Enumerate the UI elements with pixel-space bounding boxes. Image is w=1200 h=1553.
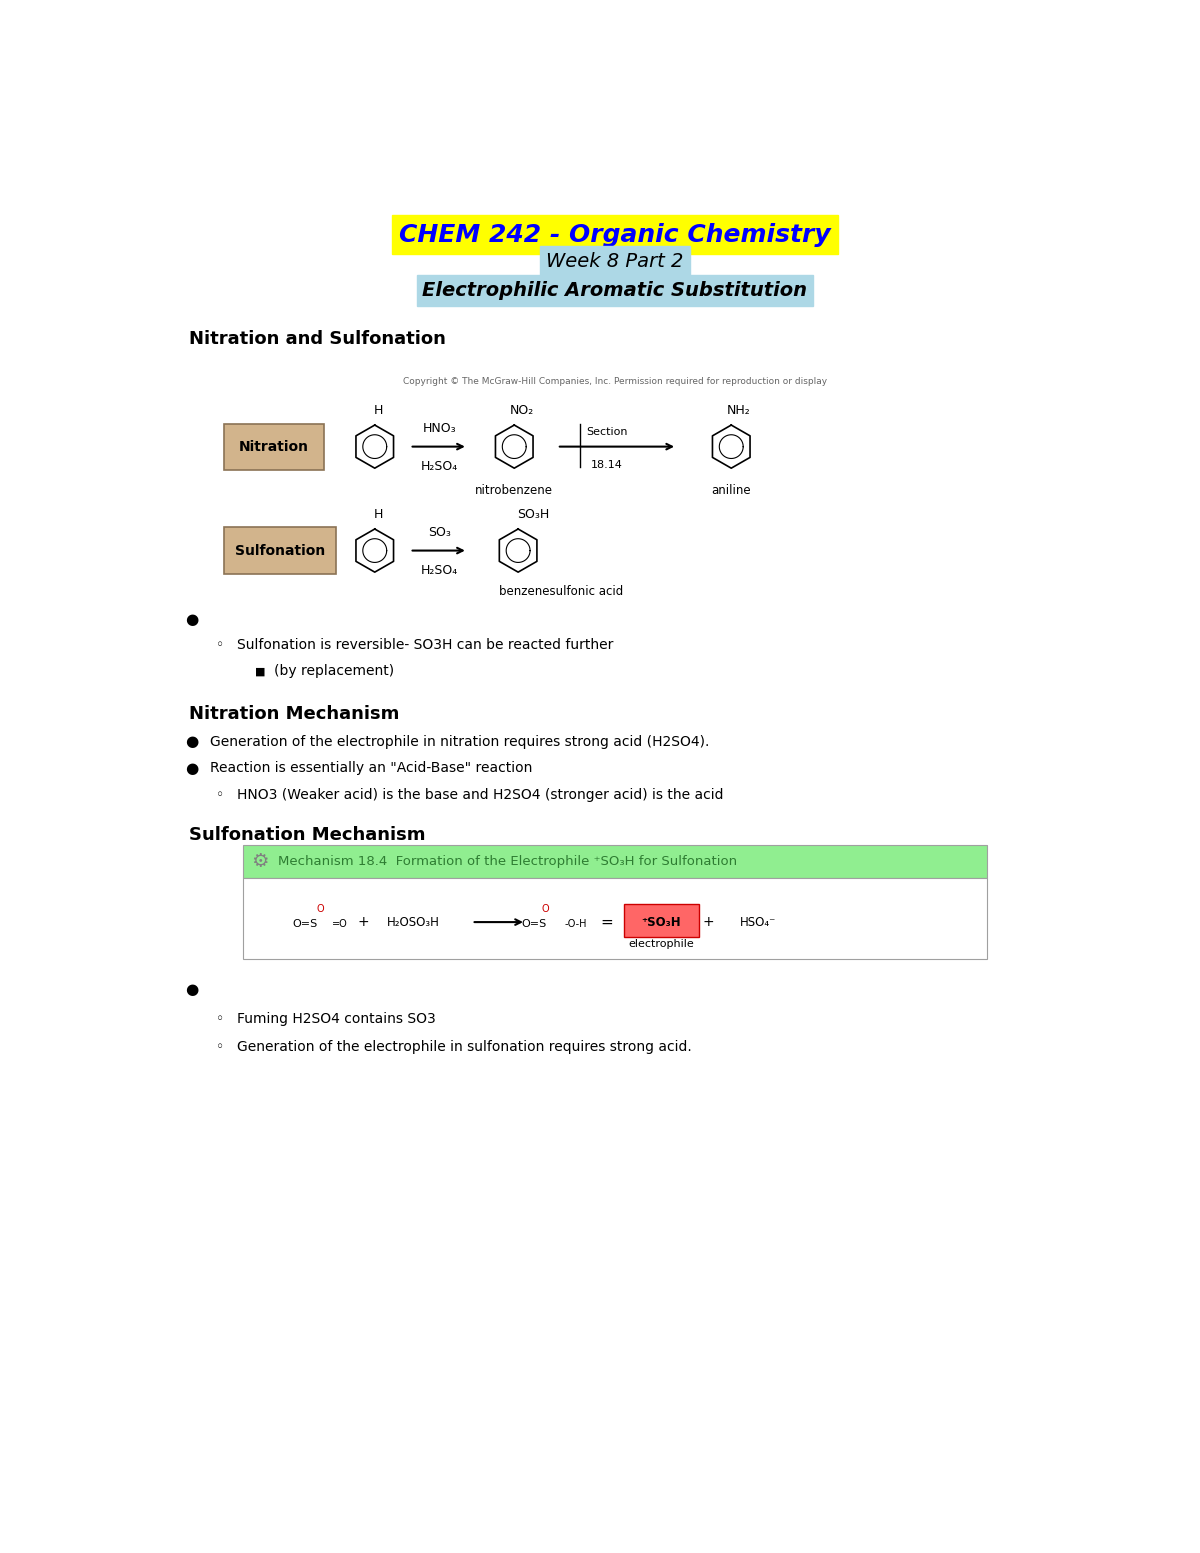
Text: Reaction is essentially an "Acid-Base" reaction: Reaction is essentially an "Acid-Base" r… — [210, 761, 533, 775]
Text: O=S: O=S — [521, 919, 546, 929]
Text: ◦: ◦ — [216, 1041, 224, 1054]
Text: H₂SO₄: H₂SO₄ — [420, 564, 457, 576]
Text: Nitration Mechanism: Nitration Mechanism — [188, 705, 400, 722]
Text: ■: ■ — [254, 666, 265, 677]
Text: Copyright © The McGraw-Hill Companies, Inc. Permission required for reproduction: Copyright © The McGraw-Hill Companies, I… — [418, 845, 812, 854]
Text: ●: ● — [185, 981, 198, 997]
FancyBboxPatch shape — [242, 845, 986, 877]
Text: SO₃H: SO₃H — [517, 508, 550, 522]
Text: ●: ● — [185, 735, 198, 749]
Text: =O: =O — [332, 919, 348, 929]
Text: H₂OSO₃H: H₂OSO₃H — [388, 916, 440, 929]
Text: =: = — [601, 915, 613, 930]
FancyBboxPatch shape — [242, 877, 986, 958]
FancyBboxPatch shape — [223, 424, 324, 469]
Text: aniline: aniline — [712, 483, 751, 497]
Text: nitrobenzene: nitrobenzene — [475, 483, 553, 497]
Text: Fuming H2SO4 contains SO3: Fuming H2SO4 contains SO3 — [236, 1011, 436, 1025]
Text: O: O — [317, 904, 324, 915]
Text: NO₂: NO₂ — [510, 404, 534, 418]
FancyBboxPatch shape — [223, 528, 336, 573]
Text: -O-H: -O-H — [565, 919, 587, 929]
Text: H: H — [374, 404, 383, 418]
Text: Mechanism 18.4  Formation of the Electrophile ⁺SO₃H for Sulfonation: Mechanism 18.4 Formation of the Electrop… — [278, 856, 737, 868]
FancyBboxPatch shape — [624, 904, 698, 938]
Text: Sulfonation: Sulfonation — [235, 544, 325, 558]
Text: electrophile: electrophile — [629, 940, 695, 949]
Text: (by replacement): (by replacement) — [274, 665, 394, 679]
Text: ⚙: ⚙ — [251, 853, 269, 871]
Text: CHEM 242 - Organic Chemistry: CHEM 242 - Organic Chemistry — [400, 224, 830, 247]
Text: HSO₄⁻: HSO₄⁻ — [740, 916, 776, 929]
Text: Generation of the electrophile in sulfonation requires strong acid.: Generation of the electrophile in sulfon… — [236, 1041, 691, 1054]
Text: 18.14: 18.14 — [592, 460, 623, 469]
Text: Sulfonation is reversible- SO3H can be reacted further: Sulfonation is reversible- SO3H can be r… — [236, 638, 613, 652]
Text: +: + — [702, 915, 714, 929]
Text: ⁺SO₃H: ⁺SO₃H — [642, 916, 682, 929]
Text: Week 8 Part 2: Week 8 Part 2 — [546, 252, 684, 272]
Text: O: O — [541, 904, 550, 915]
Text: benzenesulfonic acid: benzenesulfonic acid — [499, 585, 623, 598]
Text: HNO3 (Weaker acid) is the base and H2SO4 (stronger acid) is the acid: HNO3 (Weaker acid) is the base and H2SO4… — [236, 787, 724, 801]
Text: Section: Section — [587, 427, 628, 436]
Text: SO₃: SO₃ — [427, 526, 450, 539]
Text: NH₂: NH₂ — [727, 404, 751, 418]
Text: ●: ● — [185, 612, 198, 627]
Text: HNO₃: HNO₃ — [422, 422, 456, 435]
Text: O=S: O=S — [293, 919, 318, 929]
Text: H₂SO₄: H₂SO₄ — [420, 460, 457, 472]
Text: ◦: ◦ — [216, 638, 224, 652]
Text: ●: ● — [185, 761, 198, 776]
Text: Generation of the electrophile in nitration requires strong acid (H2SO4).: Generation of the electrophile in nitrat… — [210, 735, 710, 749]
Text: ◦: ◦ — [216, 787, 224, 801]
Text: Copyright © The McGraw-Hill Companies, Inc. Permission required for reproduction: Copyright © The McGraw-Hill Companies, I… — [403, 377, 827, 385]
Text: Electrophilic Aromatic Substitution: Electrophilic Aromatic Substitution — [422, 281, 808, 300]
Text: ◦: ◦ — [216, 1011, 224, 1025]
Text: +: + — [358, 915, 368, 929]
Text: Nitration and Sulfonation: Nitration and Sulfonation — [188, 329, 445, 348]
Text: H: H — [374, 508, 383, 522]
Text: Nitration: Nitration — [239, 439, 310, 453]
Text: Sulfonation Mechanism: Sulfonation Mechanism — [188, 826, 425, 845]
